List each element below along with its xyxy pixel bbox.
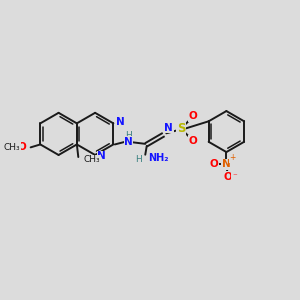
- Text: O: O: [189, 111, 198, 121]
- Text: O: O: [210, 159, 218, 169]
- Text: CH₃: CH₃: [84, 155, 100, 164]
- Text: H: H: [125, 130, 132, 140]
- Text: O: O: [189, 136, 198, 146]
- Text: CH₃: CH₃: [4, 143, 20, 152]
- Text: S: S: [177, 122, 185, 135]
- Text: N: N: [164, 123, 173, 133]
- Text: +: +: [230, 153, 236, 162]
- Text: O: O: [224, 172, 232, 182]
- Text: N: N: [222, 159, 231, 169]
- Text: ⁻: ⁻: [232, 172, 237, 181]
- Text: H: H: [136, 154, 142, 164]
- Text: NH₂: NH₂: [148, 153, 169, 163]
- Text: N: N: [116, 117, 124, 127]
- Text: O: O: [17, 142, 26, 152]
- Text: N: N: [124, 136, 133, 146]
- Text: N: N: [98, 152, 106, 161]
